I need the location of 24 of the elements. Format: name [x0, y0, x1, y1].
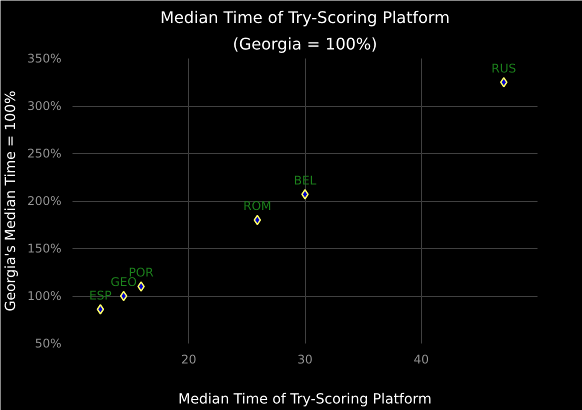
point [120, 290, 128, 302]
y-tick-label: 350% [27, 52, 62, 66]
chart-title: Median Time of Try-Scoring Platform (Georgia = 100%) [160, 8, 450, 54]
y-tick-label: 250% [27, 146, 62, 160]
point [137, 281, 145, 292]
point [301, 189, 309, 200]
x-tick-label: 40 [414, 352, 429, 366]
annotation: GEO [110, 275, 137, 289]
x-tick-label: 20 [181, 352, 196, 366]
annotation: RUS [491, 61, 516, 76]
y-tick-label: 100% [27, 289, 62, 303]
annotation: BEL [294, 173, 317, 188]
point [254, 214, 262, 226]
y-tick-label: 300% [27, 99, 62, 113]
x-tick-label: 30 [297, 352, 313, 366]
y-tick-label: 150% [27, 242, 62, 256]
y-axis-title: Georgia's Median Time = 100% [3, 90, 20, 312]
annotation: ESP [89, 288, 112, 302]
y-tick-label: 200% [27, 194, 62, 208]
x-axis-title: Median Time of Try-Scoring Platform [178, 392, 432, 408]
point [500, 77, 508, 88]
point [96, 304, 104, 315]
y-tick-label: 50% [34, 336, 62, 350]
annotation: ROM [243, 199, 272, 213]
